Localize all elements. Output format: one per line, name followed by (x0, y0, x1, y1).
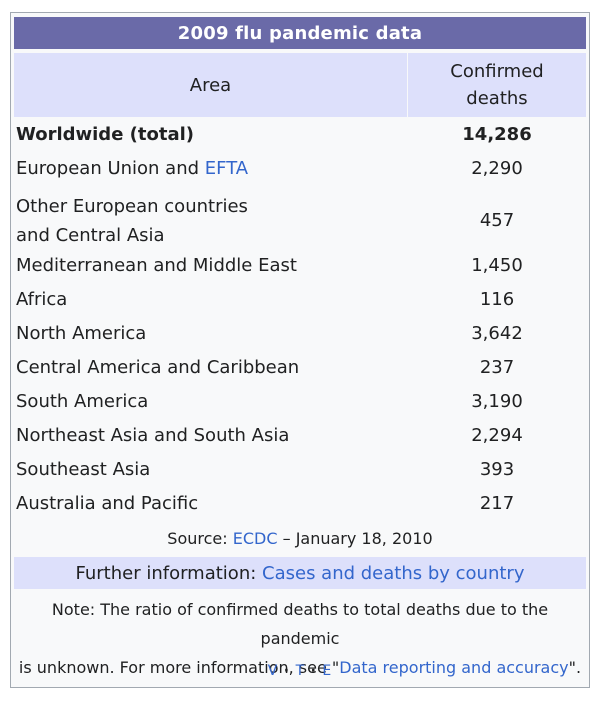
infobox-title: 2009 flu pandemic data (14, 17, 586, 49)
row-deaths: 2,290 (471, 158, 523, 179)
infobox: 2009 flu pandemic data Area Confirmed dea… (10, 12, 590, 688)
column-header-area: Area (14, 53, 407, 117)
note-line1: Note: The ratio of confirmed deaths to t… (51, 600, 549, 648)
source-line: Source: ECDC – January 18, 2010 (167, 529, 433, 548)
column-header-deaths: Confirmed deaths (408, 53, 586, 117)
separator: · (310, 663, 317, 679)
talk-link[interactable]: T (295, 663, 306, 679)
row-area: Mediterranean and Middle East (16, 255, 297, 276)
ecdc-link[interactable]: ECDC (232, 529, 278, 548)
row-deaths: 2,294 (471, 425, 523, 446)
row-area: Australia and Pacific (16, 493, 199, 514)
row-deaths: 14,286 (462, 124, 532, 145)
row-area: European Union and EFTA (16, 158, 249, 179)
row-area: Northeast Asia and South Asia (16, 425, 290, 446)
row-area: North America (16, 323, 147, 344)
row-area: Worldwide (total) (16, 124, 195, 145)
row-deaths: 237 (479, 357, 515, 378)
efta-link[interactable]: EFTA (204, 158, 249, 179)
row-area: South America (16, 391, 149, 412)
column-header-deaths-text: Confirmed deaths (450, 61, 544, 109)
row-deaths: 3,642 (471, 323, 523, 344)
view-link[interactable]: V (267, 663, 279, 679)
row-deaths: 457 (479, 210, 515, 231)
navbox-links: V · T · E (11, 663, 589, 679)
row-deaths: 1,450 (471, 255, 523, 276)
data-reporting-link[interactable]: Data reporting and accuracy (339, 658, 569, 677)
row-deaths: 3,190 (471, 391, 523, 412)
row-deaths: 217 (479, 493, 515, 514)
cases-and-deaths-link[interactable]: Cases and deaths by country (262, 562, 525, 584)
row-area: Southeast Asia (16, 459, 151, 480)
row-area: Other European countries and Central Asia (16, 196, 248, 246)
row-area: Africa (16, 289, 68, 310)
row-deaths: 116 (479, 289, 515, 310)
edit-link[interactable]: E (322, 663, 333, 679)
note: Note: The ratio of confirmed deaths to t… (18, 600, 582, 677)
separator: · (283, 663, 291, 679)
row-area: Central America and Caribbean (16, 357, 300, 378)
further-information: Further information: Cases and deaths by… (14, 557, 586, 589)
further-label: Further information: (75, 562, 263, 584)
row-deaths: 393 (479, 459, 515, 480)
